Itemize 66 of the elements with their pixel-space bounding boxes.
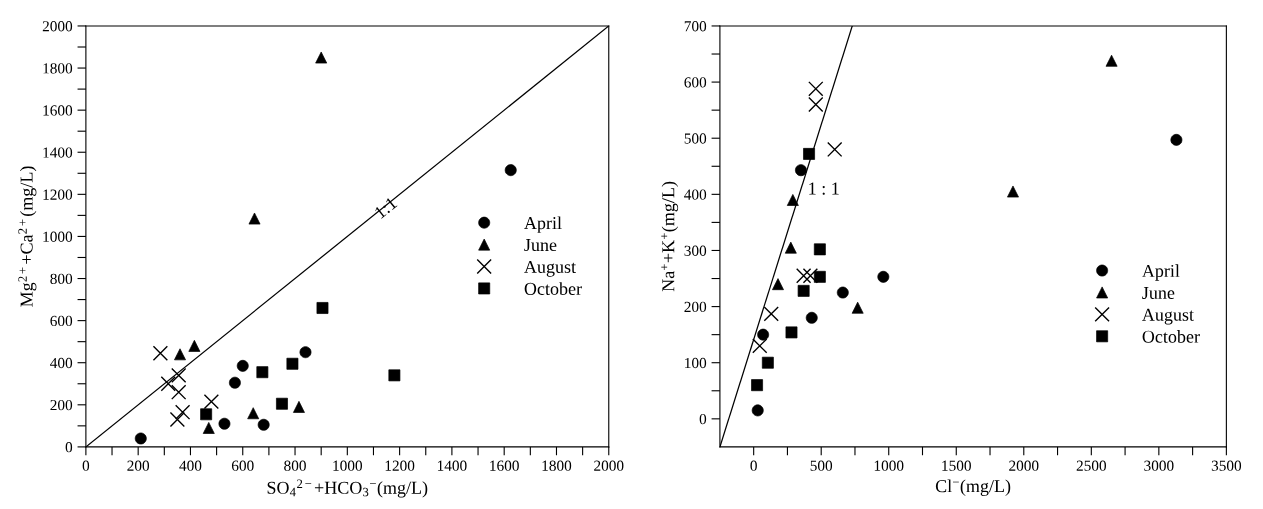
x-tick-label: 400 [179,460,202,471]
x-tick-label: 1600 [490,460,519,471]
y-tick-label: 1400 [43,147,73,158]
y-tick-label: 300 [684,245,707,256]
x-tick-label: 2500 [1076,460,1107,471]
x-tick-label: 0 [750,460,757,471]
legend-label: October [524,282,582,295]
x-tick-label: 3500 [1211,460,1242,471]
point [827,141,843,158]
y-tick-label: 200 [50,399,73,411]
y-tick-label: 600 [50,315,73,327]
point [796,268,812,284]
legend-label: June [524,239,557,252]
y-tick-label: 0 [65,442,73,453]
y-axis-title: Mg$^{2+}$+Ca$^{2+}$(mg/L) [18,166,37,307]
x-tick-label: 1800 [542,460,572,471]
legend-label: August [524,260,576,277]
legend-label: April [1142,264,1180,281]
point [203,394,220,410]
x-tick-label: 3000 [1144,460,1174,471]
y-tick-label: 700 [684,21,707,32]
point [752,338,768,354]
y-tick-label: 100 [685,357,707,369]
x-tick-label: 500 [810,460,833,471]
x-tick-label: 2000 [1009,460,1039,471]
point [160,376,176,392]
x-axis-title: SO$_{4}$$^{2−}$+HCO$_{3}$$^{−}$(mg/L) [267,479,428,498]
x-tick-label: 1200 [385,460,415,471]
x-tick-label: 800 [284,460,306,471]
y-tick-label: 1200 [43,189,73,200]
y-tick-label: 600 [684,77,707,88]
annotation: 1:1 [374,196,398,219]
legend-label: August [1142,308,1194,325]
y-tick-label: 1800 [43,63,73,74]
point [169,411,186,428]
x-tick-label: 1400 [437,460,467,471]
point [763,306,779,322]
point [802,268,819,284]
y-tick-label: 200 [684,301,707,313]
y-tick-label: 0 [699,413,707,425]
point [808,96,824,113]
y-axis-title: Na$^{+}$+K$^{+}$(mg/L) [661,181,679,292]
x-tick-label: 600 [231,460,254,471]
point [171,367,187,383]
y-tick-label: 1600 [43,105,73,116]
point [174,404,191,420]
legend-label: June [1142,286,1175,299]
y-tick-label: 2000 [42,21,73,32]
legend-label: October [1142,330,1200,343]
x-tick-label: 0 [82,460,90,471]
annotation: 1 : 1 [809,182,839,195]
x-tick-label: 1500 [942,460,971,471]
x-tick-label: 1000 [874,460,904,471]
point [808,81,824,97]
y-tick-label: 500 [684,133,707,144]
point [171,384,187,400]
x-axis-title: Cl$^{−}$(mg/L) [935,479,1011,496]
y-tick-label: 1000 [43,231,73,242]
point [152,345,169,361]
y-tick-label: 400 [50,357,73,369]
x-tick-label: 2000 [594,460,624,471]
x-tick-label: 200 [127,460,150,471]
legend-label: April [524,216,562,233]
y-tick-label: 800 [50,273,73,284]
y-tick-label: 400 [684,189,707,200]
x-tick-label: 1000 [333,460,363,471]
